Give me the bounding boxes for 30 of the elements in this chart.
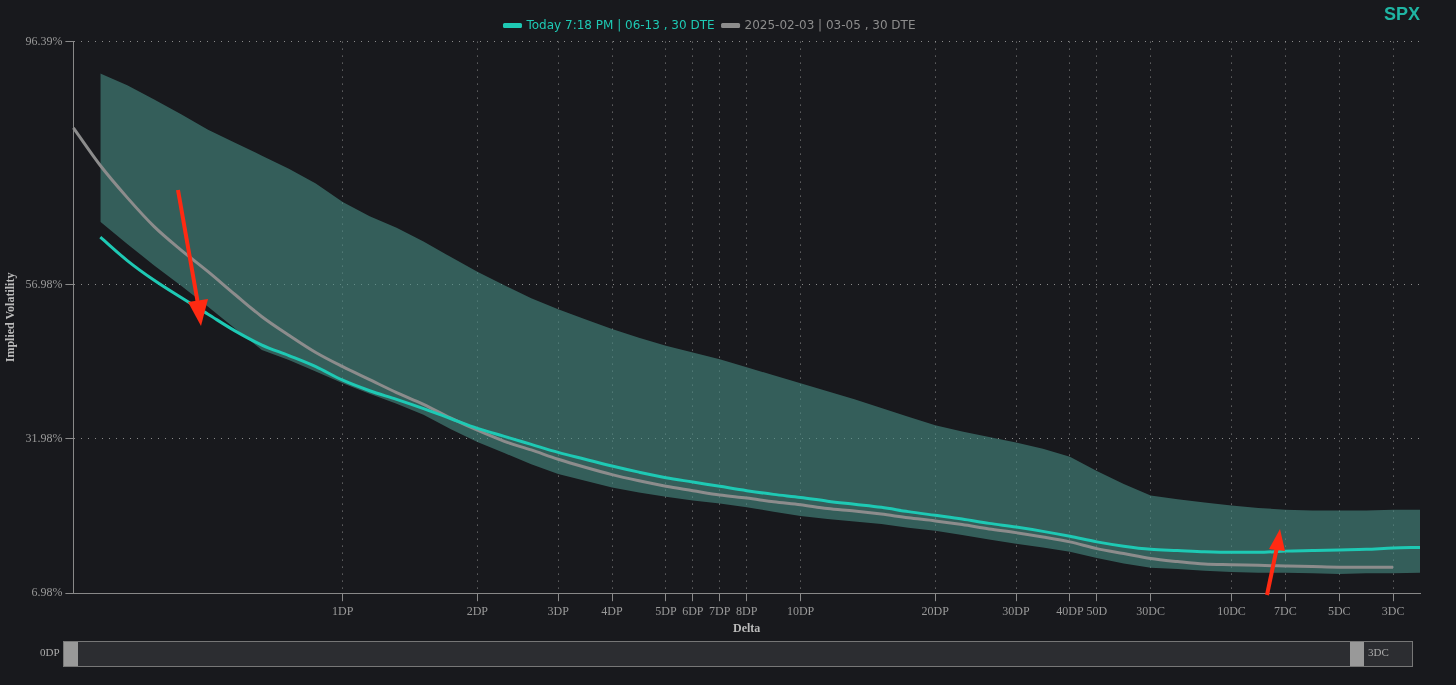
x-tick-label: 10DC	[1217, 603, 1246, 618]
x-tick-label: 7DC	[1274, 603, 1297, 618]
x-tick-label: 40DP	[1056, 603, 1084, 618]
text: 3DC	[1368, 646, 1389, 658]
x-tick-label: 6DP	[682, 603, 704, 618]
line-series	[98, 235, 1422, 554]
y-axis-title: Implied Volatility	[3, 272, 18, 363]
x-tick-label: 30DP	[1002, 603, 1031, 618]
x-tick-label: 3DC	[1381, 603, 1405, 618]
x-tick-label: 5DP	[655, 603, 677, 618]
text: 0DP	[40, 646, 60, 658]
y-tick-label: 31.98%	[25, 431, 63, 446]
x-axis-title: Delta	[733, 620, 761, 635]
x-tick-label: 10DP	[786, 603, 815, 618]
y-tick-label: 56.98%	[25, 276, 63, 291]
x-tick-label: 2DP	[466, 603, 489, 618]
x-tick-label: 8DP	[736, 603, 758, 618]
y-tick-label: 6.98%	[31, 585, 63, 600]
x-tick-label: 50D	[1086, 603, 1108, 618]
legend-label: 2025-02-03 | 03-05 , 30 DTE	[744, 17, 916, 32]
x-tick-label: 3DP	[547, 603, 570, 618]
x-tick-label: 4DP	[601, 603, 624, 618]
x-tick-label: 20DP	[921, 603, 950, 618]
x-tick-label: 1DP	[332, 603, 354, 618]
legend-label: Today 7:18 PM | 06-13 , 30 DTE	[525, 17, 715, 32]
x-tick-label: 30DC	[1136, 603, 1166, 618]
x-tick-label: 7DP	[709, 603, 731, 618]
y-tick-label: 96.39%	[25, 33, 63, 48]
x-tick-label: 5DC	[1327, 603, 1351, 618]
chart-title: SPX	[1383, 3, 1420, 24]
